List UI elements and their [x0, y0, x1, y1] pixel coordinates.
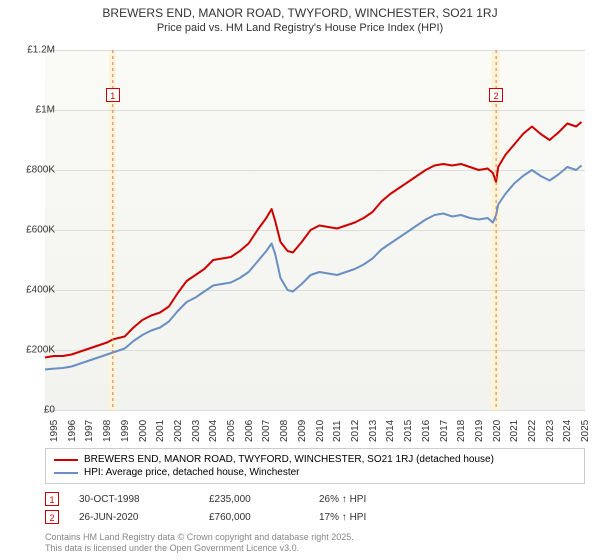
x-axis-label: 2009: [297, 420, 308, 442]
sale-pct: 17% ↑ HPI: [319, 512, 409, 523]
sale-date: 30-OCT-1998: [79, 494, 189, 505]
series-line-price_paid: [45, 122, 582, 358]
legend-box: BREWERS END, MANOR ROAD, TWYFORD, WINCHE…: [45, 448, 585, 484]
x-axis-label: 2011: [332, 420, 343, 442]
sale-marker: 1: [106, 88, 120, 102]
x-axis-label: 2014: [385, 420, 396, 442]
chart-subtitle: Price paid vs. HM Land Registry's House …: [0, 20, 600, 34]
x-axis-label: 1999: [120, 420, 131, 442]
x-axis-label: 2010: [315, 420, 326, 442]
chart-title: BREWERS END, MANOR ROAD, TWYFORD, WINCHE…: [0, 0, 600, 20]
y-axis-label: £400K: [26, 285, 55, 296]
legend-item: HPI: Average price, detached house, Winc…: [54, 466, 576, 479]
chart-container: BREWERS END, MANOR ROAD, TWYFORD, WINCHE…: [0, 0, 600, 560]
x-axis-label: 2006: [244, 420, 255, 442]
legend-label: HPI: Average price, detached house, Winc…: [84, 467, 300, 478]
y-axis-label: £600K: [26, 225, 55, 236]
x-axis-label: 2008: [279, 420, 290, 442]
sale-price: £235,000: [209, 494, 299, 505]
sale-marker-inline: 1: [45, 492, 59, 506]
x-axis-label: 2023: [545, 420, 556, 442]
sale-date: 26-JUN-2020: [79, 512, 189, 523]
x-axis-label: 2004: [208, 420, 219, 442]
series-line-hpi: [45, 166, 582, 370]
footer-line: This data is licensed under the Open Gov…: [45, 543, 354, 554]
x-axis-label: 2025: [580, 420, 591, 442]
grid-line: [45, 410, 585, 411]
footer-attribution: Contains HM Land Registry data © Crown c…: [45, 532, 354, 554]
line-series-svg: [45, 50, 585, 410]
legend-item: BREWERS END, MANOR ROAD, TWYFORD, WINCHE…: [54, 453, 576, 466]
y-axis-label: £0: [44, 405, 55, 416]
x-axis-label: 2005: [226, 420, 237, 442]
sale-row: 1 30-OCT-1998 £235,000 26% ↑ HPI: [45, 490, 585, 508]
y-axis-label: £1M: [36, 105, 55, 116]
x-axis-label: 2021: [509, 420, 520, 442]
x-axis-label: 1997: [84, 420, 95, 442]
x-axis-label: 2022: [527, 420, 538, 442]
sale-price: £760,000: [209, 512, 299, 523]
x-axis-label: 2000: [138, 420, 149, 442]
x-axis-label: 1995: [49, 420, 60, 442]
sale-pct: 26% ↑ HPI: [319, 494, 409, 505]
x-axis-label: 2015: [403, 420, 414, 442]
sale-row: 2 26-JUN-2020 £760,000 17% ↑ HPI: [45, 508, 585, 526]
sales-table: 1 30-OCT-1998 £235,000 26% ↑ HPI 2 26-JUN-202…: [45, 490, 585, 526]
footer-line: Contains HM Land Registry data © Crown c…: [45, 532, 354, 543]
x-axis-label: 2013: [368, 420, 379, 442]
sale-marker: 2: [489, 88, 503, 102]
x-axis-label: 2003: [191, 420, 202, 442]
sale-marker-inline: 2: [45, 510, 59, 524]
x-axis-label: 2016: [421, 420, 432, 442]
legend-swatch: [54, 472, 78, 474]
y-axis-label: £800K: [26, 165, 55, 176]
y-axis-label: £1.2M: [27, 45, 55, 56]
y-axis-label: £200K: [26, 345, 55, 356]
plot-area: 12: [45, 50, 585, 410]
x-axis-label: 2018: [456, 420, 467, 442]
x-axis-label: 2001: [155, 420, 166, 442]
x-axis-label: 1998: [102, 420, 113, 442]
x-axis-label: 2020: [492, 420, 503, 442]
x-axis-label: 2017: [439, 420, 450, 442]
x-axis-label: 2024: [562, 420, 573, 442]
x-axis-label: 2012: [350, 420, 361, 442]
x-axis-label: 1996: [67, 420, 78, 442]
x-axis-label: 2019: [474, 420, 485, 442]
legend-swatch: [54, 459, 78, 461]
x-axis-label: 2007: [261, 420, 272, 442]
x-axis-label: 2002: [173, 420, 184, 442]
legend-label: BREWERS END, MANOR ROAD, TWYFORD, WINCHE…: [84, 454, 494, 465]
